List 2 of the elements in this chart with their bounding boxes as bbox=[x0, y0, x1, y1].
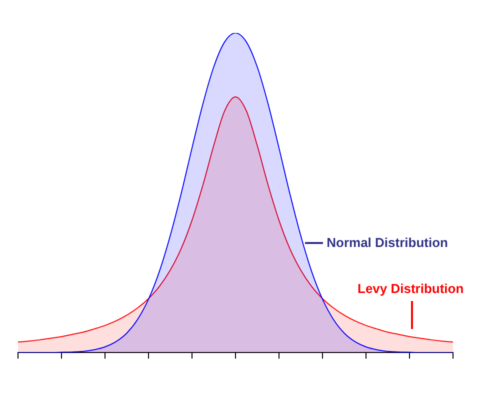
series-label: Normal Distribution bbox=[326, 235, 448, 250]
series-label: Levy Distribution bbox=[358, 280, 464, 296]
